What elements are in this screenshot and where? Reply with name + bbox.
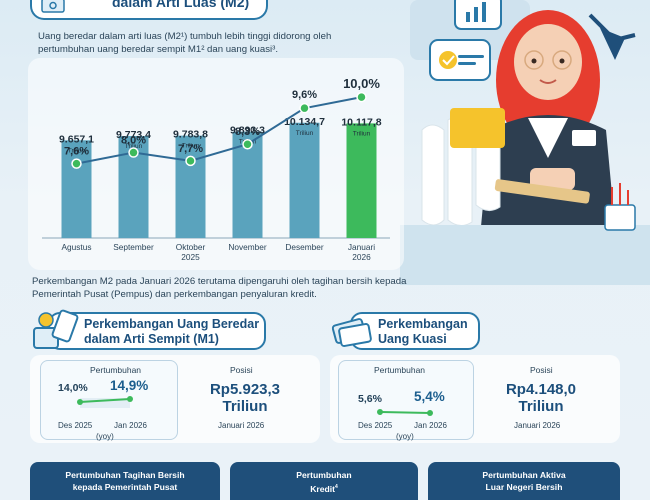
chart-card: 9.657,1 Triliun Agustus 9.773,4 Triliun Septe… xyxy=(28,58,404,270)
m1-position-label: Posisi xyxy=(230,365,253,375)
intro-text: Uang beredar dalam arti luas (M2¹) tumbu… xyxy=(38,31,332,55)
quasi-prev-marker xyxy=(377,409,383,415)
bar-unit-label-5: Triliun xyxy=(353,130,371,137)
bar-2 xyxy=(175,135,206,238)
growth-label-5: 10,0% xyxy=(343,76,380,91)
m1-position-period: Januari 2026 xyxy=(218,421,265,430)
growth-marker-3 xyxy=(242,138,253,150)
tile-kredit: Pertumbuhan Kredit4 xyxy=(230,462,418,500)
growth-marker-1 xyxy=(128,147,139,158)
quasi-position-unit: Triliun xyxy=(518,398,564,415)
quasi-growth-line xyxy=(377,409,433,416)
quasi-title-line2: Uang Kuasi xyxy=(378,332,447,346)
bar-4 xyxy=(289,122,320,238)
m1-growth-label: Pertumbuhan xyxy=(90,365,142,375)
m1-title-line2: dalam Arti Sempit (M1) xyxy=(84,332,219,346)
page-title: dalam Arti Luas (M2) xyxy=(112,0,250,10)
category-label-0: Agustus xyxy=(62,242,92,252)
tile-pempus-line2: kepada Pemerintah Pusat xyxy=(72,482,178,492)
tile-aktiva: Pertumbuhan Aktiva Luar Negeri Bersih xyxy=(428,462,620,500)
tile-kredit-line2: Kredit xyxy=(310,483,336,494)
bar-unit-label-1: Triliun xyxy=(125,143,143,150)
growth-label-1: 8,0% xyxy=(121,135,146,147)
growth-label-0: 7,6% xyxy=(64,146,89,158)
quasi-position-value: Rp4.148,0 xyxy=(505,381,577,398)
quasi-growth-box xyxy=(338,360,474,440)
bar-value-label-5: 10.117,8 xyxy=(341,116,381,128)
tile-aktiva-line1: Pertumbuhan Aktiva xyxy=(482,470,566,480)
growth-label-4: 9,6% xyxy=(292,89,317,101)
category-label-2: Oktober xyxy=(176,242,206,252)
tile-kredit-line1: Pertumbuhan xyxy=(296,470,352,480)
category-label-2-line2: 2025 xyxy=(181,252,200,262)
growth-marker-2 xyxy=(185,155,196,167)
bar-0 xyxy=(61,140,92,238)
bar-value-label-2: 9.783,8 xyxy=(173,129,208,141)
category-label-5-line2: 2026 xyxy=(352,252,371,262)
growth-marker-4 xyxy=(299,102,310,114)
m1-yoy: (yoy) xyxy=(96,432,114,441)
quasi-position-period: Januari 2026 xyxy=(514,421,561,430)
quasi-header: Perkembangan Uang Kuasi xyxy=(350,312,480,350)
bar-value-label-3: 9.893,3 xyxy=(230,125,265,137)
bar-unit-label-4: Triliun xyxy=(296,130,314,137)
quasi-curr-period: Jan 2026 xyxy=(414,421,447,430)
m1-curr-value: 14,9% xyxy=(110,378,149,393)
woman-illustration xyxy=(400,0,650,285)
tile-pempus: Pertumbuhan Tagihan Bersih kepada Pemeri… xyxy=(30,462,220,500)
tile-pempus-line1: Pertumbuhan Tagihan Bersih xyxy=(65,470,185,480)
category-label-3: November xyxy=(228,242,267,252)
tile-aktiva-line2: Luar Negeri Bersih xyxy=(485,482,563,492)
m1-position-value: Rp5.923,3 xyxy=(209,381,281,398)
category-label-4: Desember xyxy=(285,242,324,252)
category-label-1: September xyxy=(113,242,154,252)
m1-prev-marker xyxy=(77,399,83,405)
tile-kredit-sup: 4 xyxy=(335,484,338,490)
quasi-curr-marker xyxy=(427,410,433,416)
quasi-title-line1: Perkembangan xyxy=(378,317,468,331)
bar-unit-label-0: Triliun xyxy=(68,147,86,154)
bar-5 xyxy=(346,123,377,238)
m1-curr-marker xyxy=(127,396,133,402)
quasi-prev-value: 5,6% xyxy=(358,393,382,405)
quasi-position-label: Posisi xyxy=(530,365,553,375)
quasi-prev-period: Des 2025 xyxy=(358,421,393,430)
coins-icon xyxy=(33,309,79,349)
growth-label-3: 8,3% xyxy=(235,126,260,138)
mid-text: Perkembangan M2 pada Januari 2026 teruta… xyxy=(32,276,407,300)
bar-value-label-1: 9.773,4 xyxy=(116,129,151,141)
growth-label-2: 7,7% xyxy=(178,143,203,155)
m1-prev-value: 14,0% xyxy=(58,382,88,394)
m1-prev-period: Des 2025 xyxy=(58,421,93,430)
bar-value-label-0: 9.657,1 xyxy=(59,133,94,145)
bar-unit-label-2: Triliun xyxy=(182,143,200,150)
category-label-5: Januari xyxy=(348,242,375,252)
growth-marker-5 xyxy=(356,91,367,103)
m1-curr-period: Jan 2026 xyxy=(114,421,147,430)
m1-title-line1: Perkembangan Uang Beredar xyxy=(84,317,260,331)
cards-icon xyxy=(331,318,372,347)
m2-chart: 9.657,1 Triliun Agustus 9.773,4 Triliun Septe… xyxy=(42,76,390,262)
quasi-growth-label: Pertumbuhan xyxy=(374,365,426,375)
m1-growth-line xyxy=(77,396,133,408)
m1-position-unit: Triliun xyxy=(222,398,268,415)
growth-marker-0 xyxy=(71,158,82,169)
quasi-curr-value: 5,4% xyxy=(414,389,445,404)
growth-line xyxy=(76,96,362,165)
m1-header: Perkembangan Uang Beredar dalam Arti Sem… xyxy=(48,312,266,350)
title-pill: dalam Arti Luas (M2) xyxy=(30,0,268,20)
quasi-yoy: (yoy) xyxy=(396,432,414,441)
money-icon xyxy=(41,0,65,13)
bar-value-label-4: 10.134,7 xyxy=(284,116,325,128)
